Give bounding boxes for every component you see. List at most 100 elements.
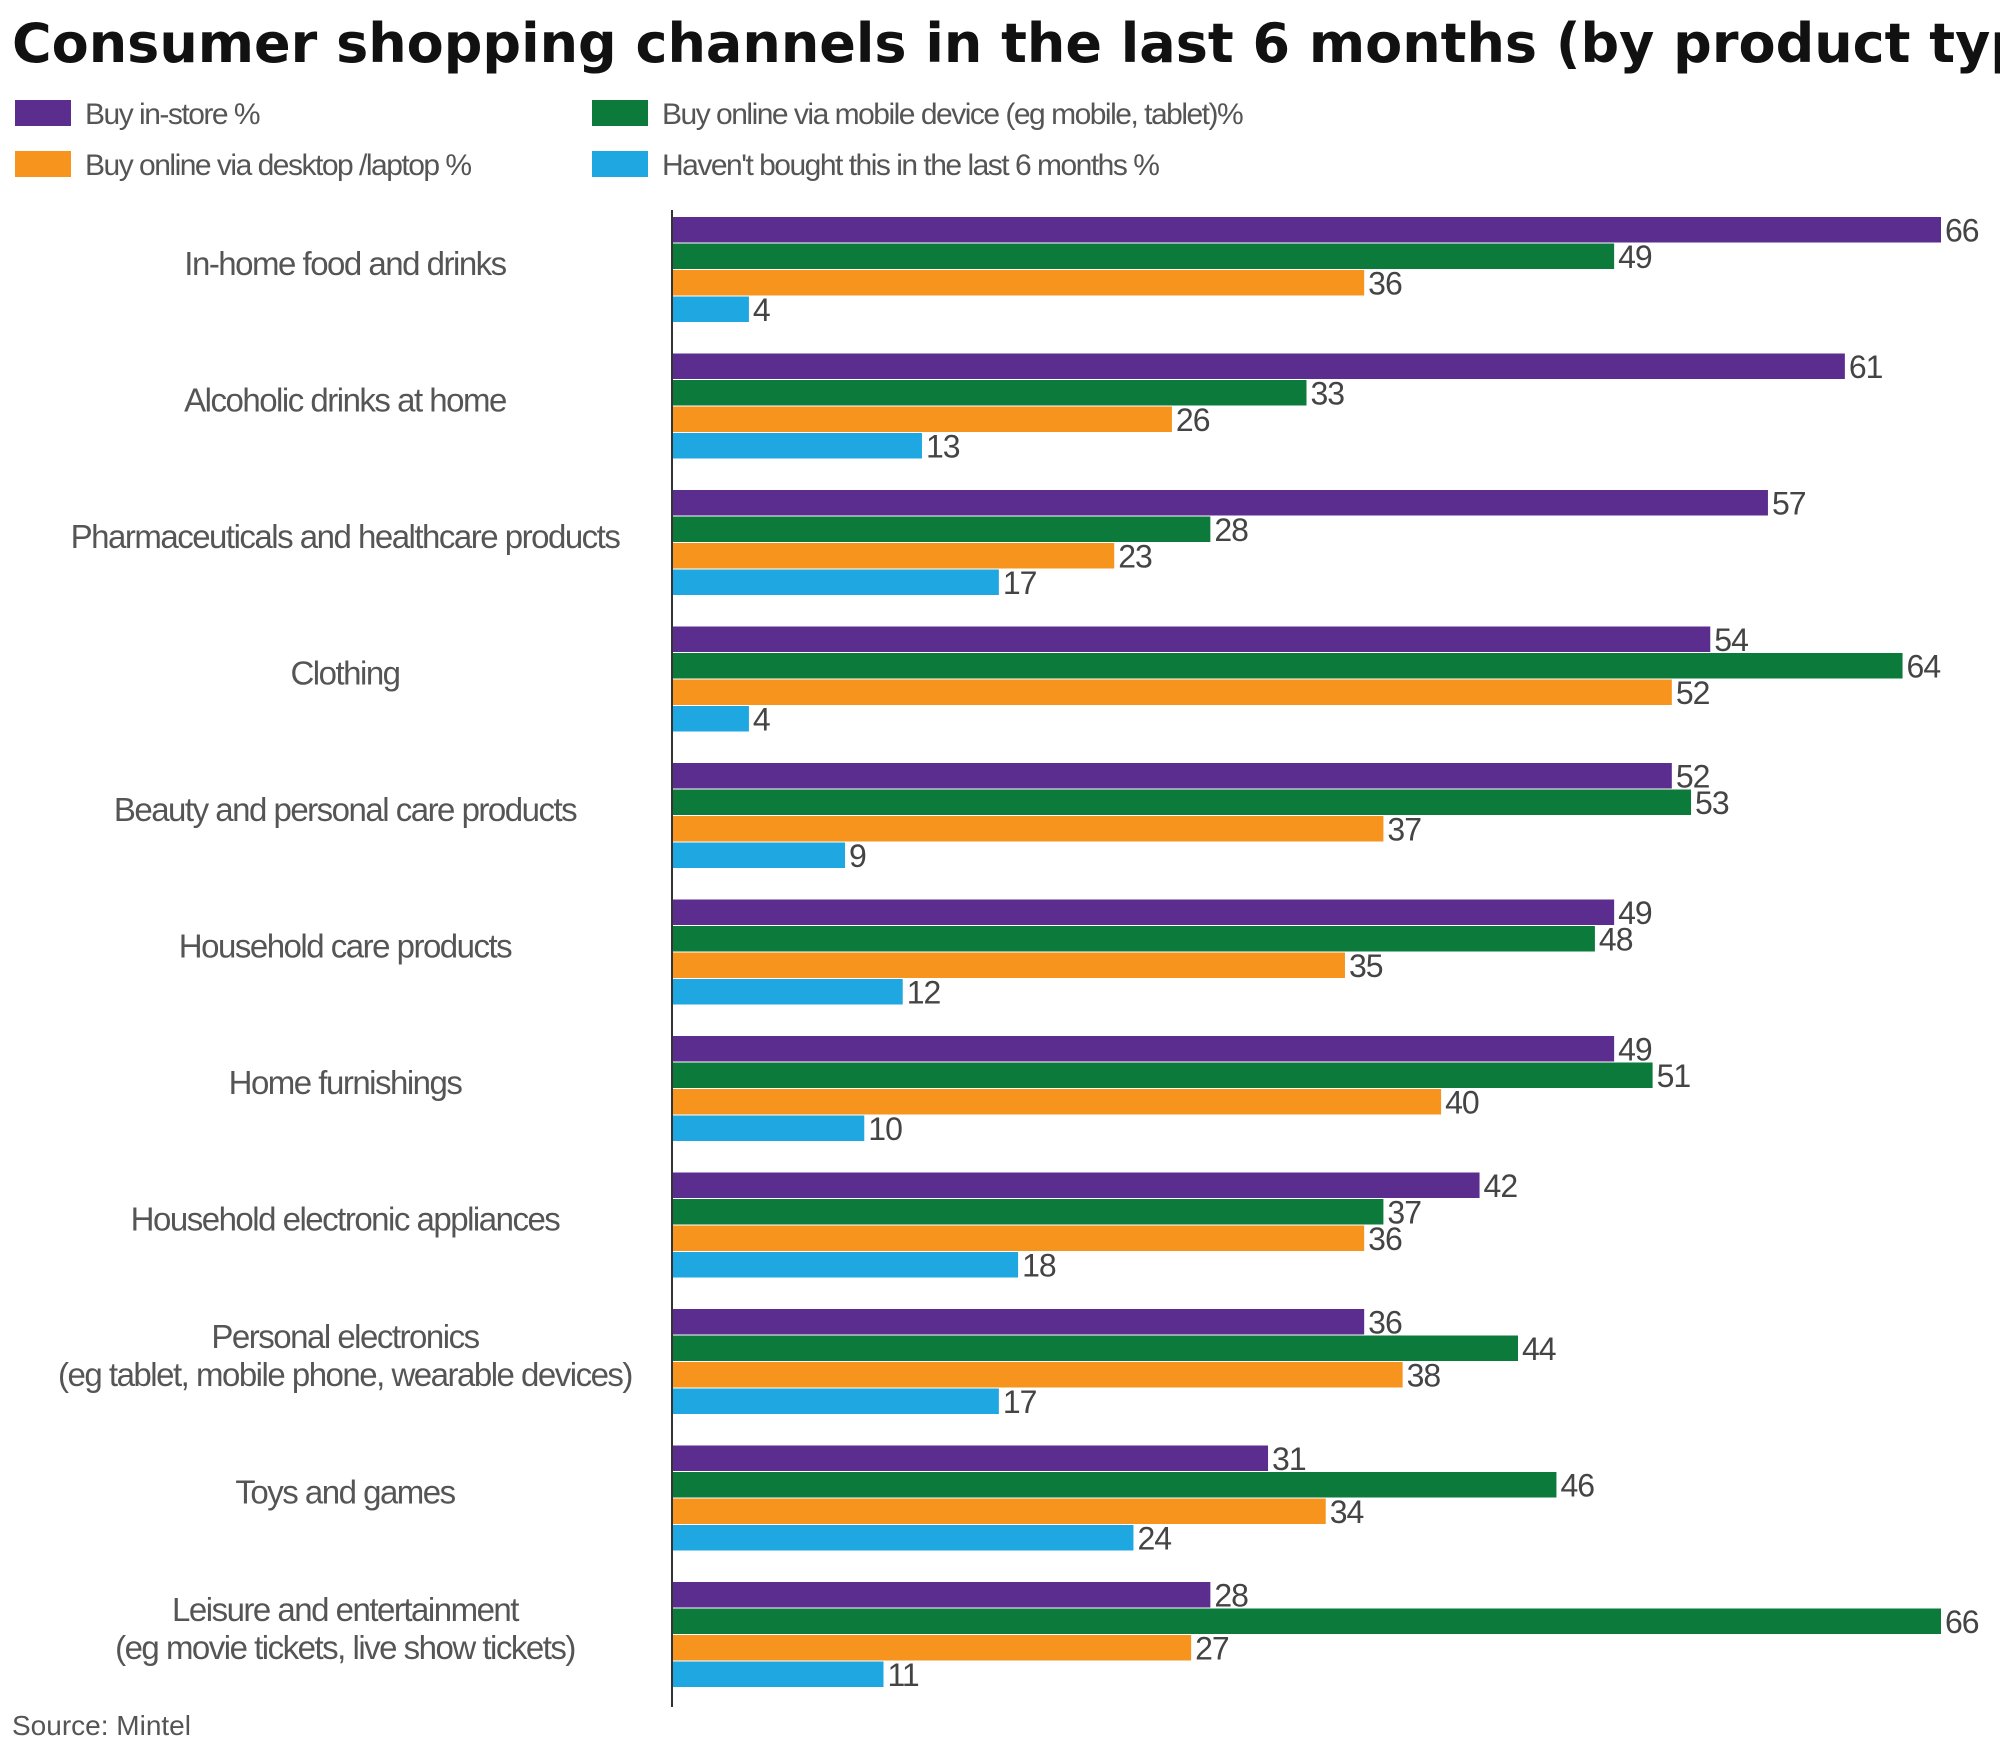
data-label: 4 bbox=[753, 702, 770, 738]
bar bbox=[672, 569, 999, 595]
data-label: 52 bbox=[1676, 675, 1710, 711]
bar bbox=[672, 816, 1384, 842]
category-label: Beauty and personal care products bbox=[114, 791, 577, 828]
bar bbox=[672, 1661, 884, 1687]
legend-label: Haven't bought this in the last 6 months… bbox=[662, 149, 1159, 182]
legend-label: Buy in-store % bbox=[85, 98, 260, 131]
bar bbox=[672, 543, 1115, 569]
category-labels: In-home food and drinks Alcoholic drinks … bbox=[58, 245, 633, 1666]
bar bbox=[672, 217, 1941, 243]
data-label: 42 bbox=[1484, 1168, 1518, 1204]
bar bbox=[672, 270, 1365, 296]
data-label: 49 bbox=[1618, 239, 1652, 275]
legend-swatch bbox=[15, 100, 71, 126]
bar bbox=[672, 433, 922, 459]
data-label: 44 bbox=[1522, 1331, 1556, 1367]
category-label: Personal electronics bbox=[211, 1318, 479, 1355]
category-label: Alcoholic drinks at home bbox=[184, 382, 506, 419]
data-label: 64 bbox=[1907, 649, 1941, 685]
data-label: 10 bbox=[868, 1111, 902, 1147]
category-label: Household care products bbox=[179, 928, 512, 965]
data-label: 37 bbox=[1387, 812, 1421, 848]
legend-swatch bbox=[592, 100, 648, 126]
bars: 6649364613326135728231754645245253379494… bbox=[672, 213, 1980, 1693]
data-label: 53 bbox=[1695, 785, 1729, 821]
data-label: 36 bbox=[1368, 1305, 1402, 1341]
legend-swatch bbox=[15, 151, 71, 177]
legend-label: Buy online via mobile device (eg mobile,… bbox=[662, 98, 1243, 131]
bar bbox=[672, 353, 1845, 379]
bar bbox=[672, 1199, 1384, 1225]
bar bbox=[672, 1115, 865, 1141]
data-label: 33 bbox=[1311, 376, 1345, 412]
data-label: 24 bbox=[1137, 1521, 1171, 1557]
bar bbox=[672, 1036, 1615, 1062]
data-label: 37 bbox=[1387, 1195, 1421, 1231]
data-label: 57 bbox=[1772, 486, 1806, 522]
source-note: Source: Mintel bbox=[12, 1710, 191, 1741]
bar bbox=[672, 789, 1692, 815]
bar bbox=[672, 1362, 1403, 1388]
data-label: 18 bbox=[1022, 1248, 1056, 1284]
data-label: 9 bbox=[849, 838, 866, 874]
data-label: 66 bbox=[1945, 1604, 1979, 1640]
data-label: 66 bbox=[1945, 213, 1979, 249]
data-label: 12 bbox=[907, 975, 941, 1011]
category-label: (eg movie tickets, live show tickets) bbox=[115, 1629, 575, 1666]
bar bbox=[672, 679, 1672, 705]
legend-label: Buy online via desktop /laptop % bbox=[85, 149, 471, 182]
bar bbox=[672, 490, 1768, 516]
legend-swatch bbox=[592, 151, 648, 177]
bar bbox=[672, 899, 1615, 925]
data-label: 4 bbox=[753, 292, 770, 328]
category-label: Home furnishings bbox=[229, 1064, 463, 1101]
bar bbox=[672, 406, 1172, 432]
category-label: Pharmaceuticals and healthcare products bbox=[71, 518, 621, 555]
data-label: 28 bbox=[1214, 1578, 1248, 1614]
category-label: (eg tablet, mobile phone, wearable devic… bbox=[58, 1356, 632, 1393]
data-label: 52 bbox=[1676, 759, 1710, 795]
data-label: 34 bbox=[1330, 1494, 1364, 1530]
data-label: 13 bbox=[926, 429, 960, 465]
bar bbox=[672, 952, 1345, 978]
bar bbox=[672, 1582, 1211, 1608]
bar bbox=[672, 1498, 1326, 1524]
bar bbox=[672, 1608, 1941, 1634]
bar bbox=[672, 626, 1711, 652]
category-label: Leisure and entertainment bbox=[172, 1591, 519, 1628]
bar bbox=[672, 706, 749, 732]
legend: Buy in-store % Buy online via mobile devi… bbox=[15, 98, 1244, 182]
data-label: 46 bbox=[1560, 1468, 1594, 1504]
data-label: 28 bbox=[1214, 512, 1248, 548]
bar bbox=[672, 296, 749, 322]
bar bbox=[672, 842, 846, 868]
data-label: 54 bbox=[1714, 622, 1748, 658]
data-label: 17 bbox=[1003, 565, 1037, 601]
data-label: 31 bbox=[1272, 1441, 1306, 1477]
bar bbox=[672, 1335, 1518, 1361]
data-label: 26 bbox=[1176, 402, 1210, 438]
chart-title: Consumer shopping channels in the last 6… bbox=[12, 12, 2000, 75]
bar bbox=[672, 1388, 999, 1414]
bar bbox=[672, 979, 903, 1005]
data-label: 27 bbox=[1195, 1631, 1229, 1667]
bar bbox=[672, 1252, 1019, 1278]
bar bbox=[672, 653, 1903, 679]
bar bbox=[672, 1062, 1653, 1088]
bar bbox=[672, 516, 1211, 542]
category-label: Clothing bbox=[290, 655, 399, 692]
bar bbox=[672, 1525, 1134, 1551]
data-label: 36 bbox=[1368, 266, 1402, 302]
data-label: 11 bbox=[888, 1657, 919, 1693]
data-label: 40 bbox=[1445, 1085, 1479, 1121]
data-label: 38 bbox=[1407, 1358, 1441, 1394]
bar bbox=[672, 1225, 1365, 1251]
data-label: 51 bbox=[1657, 1058, 1691, 1094]
category-label: Household electronic appliances bbox=[131, 1201, 561, 1238]
data-label: 35 bbox=[1349, 948, 1383, 984]
bar bbox=[672, 380, 1307, 406]
bar bbox=[672, 763, 1672, 789]
bar bbox=[672, 1172, 1480, 1198]
bar bbox=[672, 1445, 1269, 1471]
